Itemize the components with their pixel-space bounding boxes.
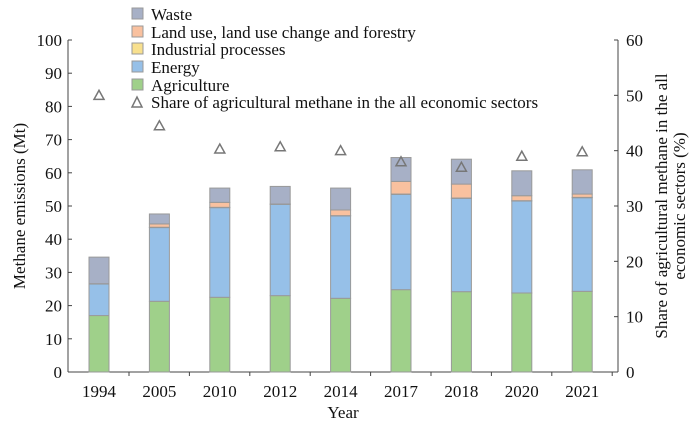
y-tick-label: 30 — [45, 263, 62, 282]
y-tick-label: 20 — [45, 297, 62, 316]
x-tick-label: 2017 — [384, 382, 419, 401]
y-right-tick-label: 50 — [626, 86, 643, 105]
bar-energy — [391, 194, 411, 289]
bar-waste — [270, 186, 290, 204]
bar-waste — [391, 158, 411, 182]
bar-agriculture — [512, 293, 532, 372]
share-marker — [577, 147, 587, 156]
bar-agriculture — [270, 296, 290, 372]
bar-agriculture — [149, 301, 169, 372]
x-tick-label: 2021 — [565, 382, 599, 401]
legend-triangle-icon — [132, 97, 142, 107]
bar-energy — [572, 198, 592, 292]
bar-agriculture — [391, 290, 411, 372]
y-tick-label: 90 — [45, 64, 62, 83]
bar-waste — [210, 188, 230, 202]
share-marker — [336, 146, 346, 155]
bar-waste — [572, 170, 592, 194]
bar-energy — [89, 284, 109, 316]
x-tick-label: 2020 — [505, 382, 539, 401]
share-marker — [154, 121, 164, 130]
y-right-tick-label: 0 — [626, 363, 635, 382]
bar-land-use-land-use-change-and-forestry — [451, 184, 471, 198]
y-right-tick-label: 10 — [626, 308, 643, 327]
bar-energy — [270, 204, 290, 295]
y-right-tick-label: 40 — [626, 142, 643, 161]
bar-agriculture — [572, 291, 592, 372]
bar-energy — [331, 216, 351, 298]
y-tick-label: 60 — [45, 164, 62, 183]
y-right-axis-title: Share of agricultural methane in the all — [652, 73, 671, 339]
y-right-axis-title: economic sectors (%) — [670, 132, 689, 279]
bar-energy — [149, 228, 169, 302]
legend-label: Waste — [151, 5, 192, 24]
x-tick-label: 2012 — [263, 382, 297, 401]
y-tick-label: 70 — [45, 131, 62, 150]
legend-label: Share of agricultural methane in the all… — [151, 93, 538, 112]
bar-land-use-land-use-change-and-forestry — [210, 202, 230, 207]
y-tick-label: 10 — [45, 330, 62, 349]
bar-waste — [89, 257, 109, 284]
legend-swatch — [132, 8, 143, 19]
x-tick-label: 2010 — [203, 382, 237, 401]
share-marker — [215, 144, 225, 153]
share-marker — [94, 90, 104, 99]
bar-agriculture — [89, 316, 109, 372]
bar-land-use-land-use-change-and-forestry — [391, 181, 411, 194]
y-right-tick-label: 30 — [626, 197, 643, 216]
bar-energy — [512, 201, 532, 293]
legend-label: Energy — [151, 58, 200, 77]
bar-energy — [451, 198, 471, 291]
x-tick-label: 2018 — [444, 382, 478, 401]
bar-agriculture — [451, 292, 471, 372]
legend-swatch — [132, 61, 143, 72]
share-marker — [517, 151, 527, 160]
y-tick-label: 80 — [45, 97, 62, 116]
bar-energy — [210, 208, 230, 298]
bar-waste — [149, 214, 169, 224]
legend-label: Industrial processes — [151, 40, 286, 59]
bar-waste — [512, 171, 532, 196]
share-marker — [275, 142, 285, 151]
y-right-tick-label: 60 — [626, 31, 643, 50]
legend-swatch — [132, 43, 143, 54]
x-tick-label: 2014 — [324, 382, 359, 401]
x-tick-label: 1994 — [82, 382, 117, 401]
y-tick-label: 100 — [37, 31, 63, 50]
bar-agriculture — [210, 297, 230, 372]
bar-agriculture — [331, 298, 351, 372]
legend-swatch — [132, 79, 143, 90]
bar-land-use-land-use-change-and-forestry — [512, 196, 532, 201]
x-tick-label: 2005 — [142, 382, 176, 401]
y-right-tick-label: 20 — [626, 252, 643, 271]
y-axis-title: Methane emissions (Mt) — [10, 123, 29, 289]
legend-swatch — [132, 26, 143, 37]
y-tick-label: 0 — [54, 363, 63, 382]
x-axis-title: Year — [327, 403, 359, 422]
bar-land-use-land-use-change-and-forestry — [331, 210, 351, 216]
y-tick-label: 50 — [45, 197, 62, 216]
y-tick-label: 40 — [45, 230, 62, 249]
bar-waste — [331, 188, 351, 210]
